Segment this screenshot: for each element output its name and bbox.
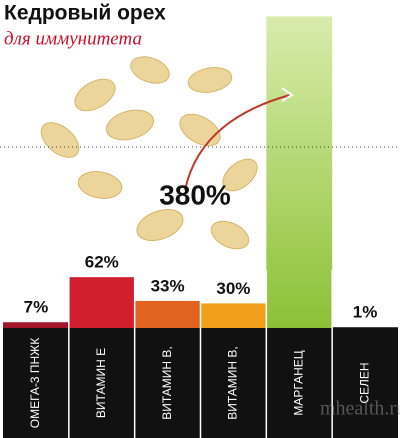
value-label: 33% [151,276,185,295]
arrow [184,94,291,191]
nuts-decoration [40,56,258,250]
chart-title: Кедровый орех [4,2,166,25]
value-label: 62% [85,253,119,272]
x-tick-label: МАРГАНЕЦ [291,350,305,415]
bar [200,303,267,328]
value-label: 7% [24,298,49,317]
value-label: 1% [353,303,378,322]
arrow-head [281,87,294,102]
value-label: 30% [216,279,250,298]
bar [134,300,201,328]
bar [266,16,333,329]
x-tick-label: СЕЛЕН [357,362,371,403]
bar [68,277,135,328]
x-tick-label: ОМЕГА-3 ПНЖК [28,338,42,428]
x-tick-label: ВИТАМИН В, [160,346,174,420]
chart-subtitle: для иммунитета [4,28,142,49]
bar [3,322,69,328]
bar [332,327,398,328]
x-tick-label: ВИТАМИН Е [94,348,108,418]
x-tick-label: ВИТАМИН В, [226,346,240,420]
watermark: mhealth.ru [320,398,400,420]
value-label: 380% [159,179,231,210]
